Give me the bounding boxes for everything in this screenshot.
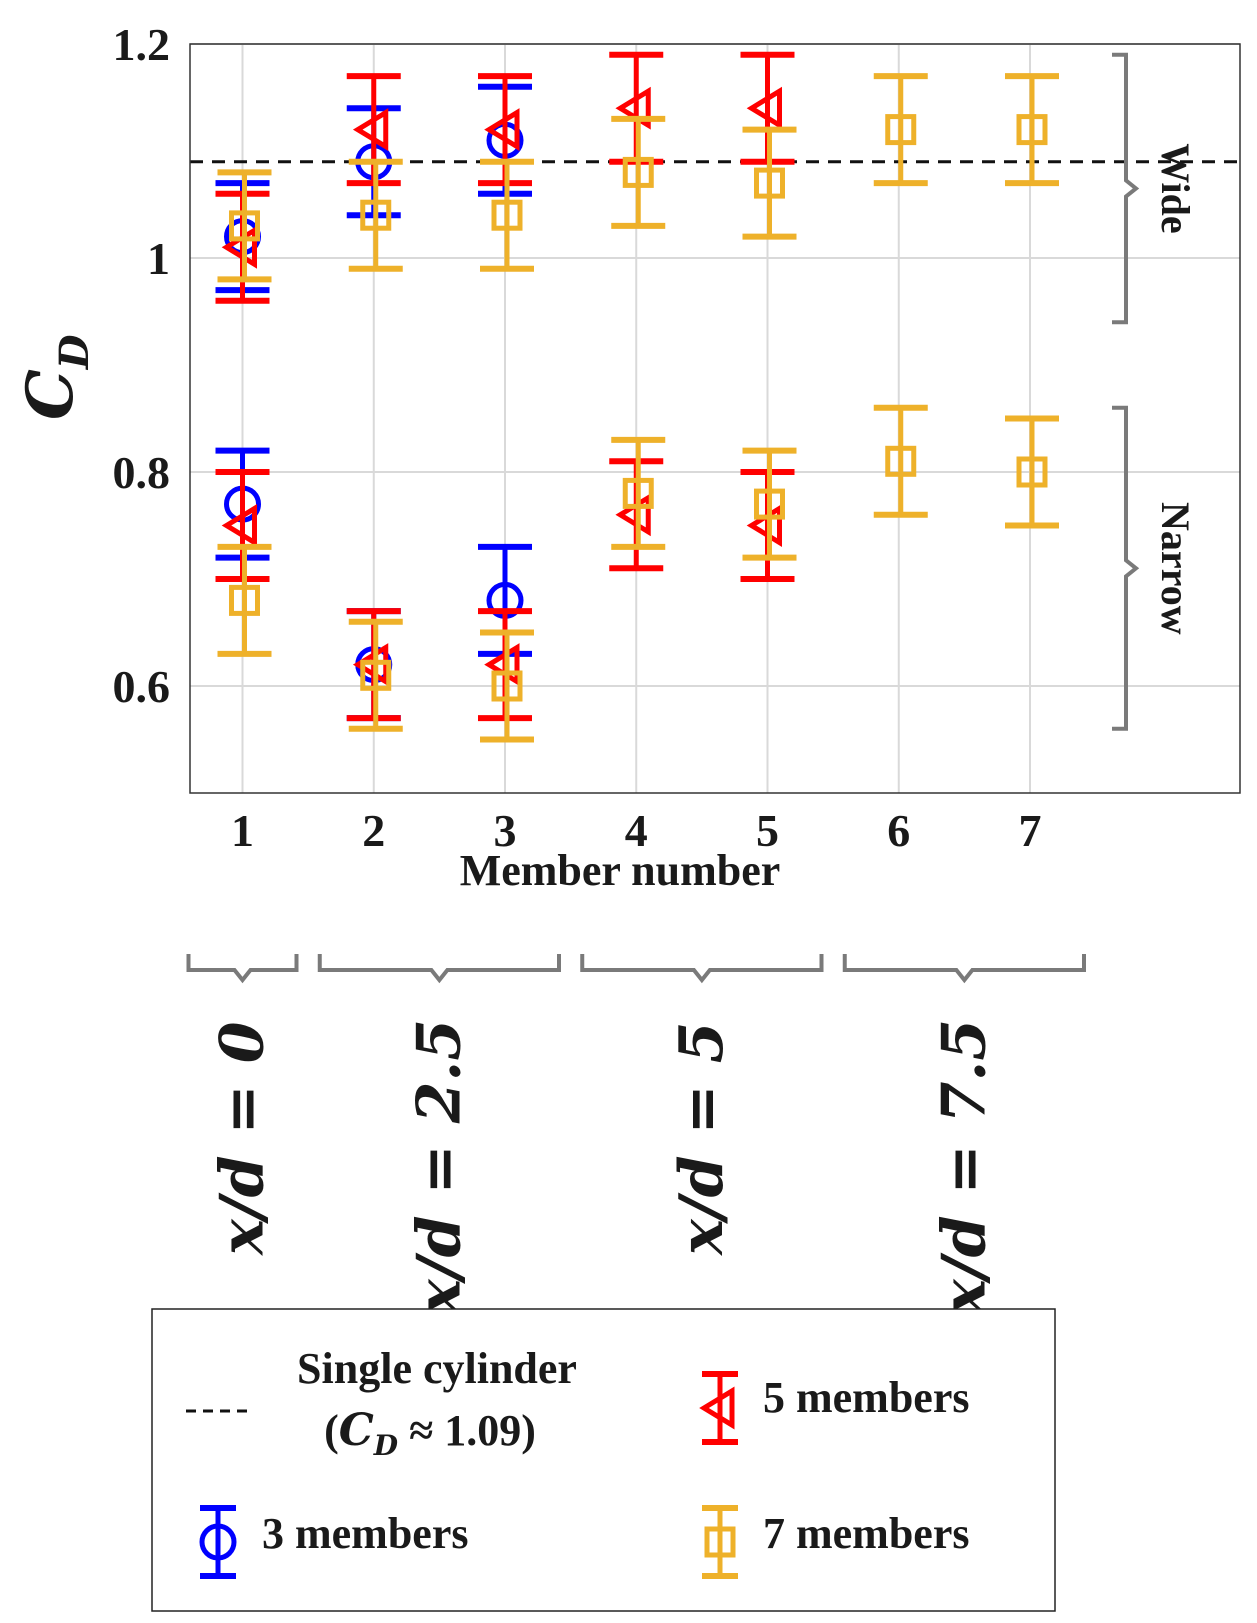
spacing-label-2: x/d = 2.5 (404, 1019, 474, 1317)
y-tick-labels: 0.6 0.8 1 1.2 (113, 19, 171, 712)
legend-symbol-5-members (699, 1371, 738, 1445)
data-point-7-members (742, 447, 797, 561)
legend-symbol-7-members (702, 1505, 738, 1579)
spacing-brace-2 (317, 954, 561, 984)
error-bar-7-members (873, 73, 928, 187)
legend-5-members-label: 5 members (763, 1373, 970, 1422)
marker-7-members (491, 670, 523, 702)
x-tick-label: 2 (362, 805, 385, 856)
plot-area (190, 44, 1240, 793)
legend-marker (199, 1523, 237, 1561)
data-point-7-members (480, 158, 534, 272)
series-7-members (217, 73, 1059, 743)
marker-7-members (754, 488, 785, 520)
y-tick-label: 0.8 (113, 447, 171, 498)
y-axis-title-subscript: D (51, 334, 98, 370)
marker-7-members (360, 199, 392, 231)
x-tick-label: 1 (231, 805, 254, 856)
y-tick-label: 1 (147, 233, 170, 284)
legend-box (151, 1308, 1056, 1612)
marker-7-members (885, 114, 917, 146)
data-point-7-members (217, 543, 272, 657)
x-tick-labels: 1 2 3 4 5 6 7 (231, 805, 1042, 856)
marker-7-members (229, 584, 260, 616)
y-tick-label: 1.2 (113, 19, 171, 70)
x-tick-label: 5 (756, 805, 779, 856)
legend-marker (699, 1386, 735, 1430)
region-brace-narrow (1112, 405, 1140, 731)
spacing-label-4: x/d = 7.5 (929, 1019, 999, 1317)
legend-symbol-3-members (199, 1505, 237, 1579)
data-point-7-members (873, 404, 928, 518)
data-point-7-members (348, 618, 403, 732)
y-axis-title: CD (13, 334, 98, 420)
data-point-7-members (1005, 73, 1059, 187)
marker-7-members (885, 445, 917, 477)
error-bar-7-members (611, 115, 666, 229)
x-tick-label: 6 (887, 805, 910, 856)
data-point-7-members (611, 436, 666, 550)
error-bar-7-members (742, 126, 797, 240)
error-bar-7-members (217, 169, 272, 283)
marker-7-members (754, 167, 785, 199)
x-tick-label: 3 (494, 805, 517, 856)
marker-7-members (1016, 114, 1048, 146)
data-point-7-members (611, 115, 666, 229)
marker-5-members (352, 108, 389, 152)
marker-7-members (229, 210, 260, 242)
spacing-label-3: x/d = 5 (667, 1022, 737, 1257)
error-bar-7-members (1005, 415, 1059, 529)
region-label-wide: Wide (1153, 143, 1198, 233)
data-point-7-members (1005, 415, 1059, 529)
error-bar-7-members (348, 158, 403, 272)
spacing-label-1: x/d = 0 (208, 1021, 278, 1257)
legend-markers (199, 1371, 738, 1579)
marker-5-members (221, 504, 257, 547)
error-bar-7-members (480, 158, 534, 272)
error-bar-7-members (217, 543, 272, 657)
data-point-7-members (348, 158, 403, 272)
region-braces: Wide Narrow (1112, 52, 1198, 731)
marker-7-members (622, 156, 654, 188)
data-point-7-members (873, 73, 928, 187)
data-point-7-members (742, 126, 797, 240)
region-brace-wide (1112, 52, 1140, 325)
error-bar-7-members (611, 436, 666, 550)
data-point-7-members (480, 629, 534, 743)
spacing-group-braces: x/d = 0 x/d = 2.5 x/d = 5 x/d = 7.5 (186, 954, 1086, 1317)
series-layer (215, 51, 1059, 743)
marker-5-members (746, 86, 782, 130)
x-axis-title: Member number (460, 846, 781, 895)
spacing-brace-1 (186, 954, 299, 984)
data-point-7-members (217, 169, 272, 283)
legend-3-members-label: 3 members (262, 1509, 469, 1558)
error-bar-7-members (348, 618, 403, 732)
x-tick-label: 7 (1019, 805, 1042, 856)
plot-frame (189, 43, 1241, 794)
legend-single-cylinder-value: (CD ≈ 1.09) (324, 1405, 536, 1462)
marker-7-members (491, 199, 523, 231)
legend-marker (704, 1526, 736, 1558)
error-bar-7-members (480, 629, 534, 743)
region-label-narrow: Narrow (1153, 502, 1198, 635)
legend: Single cylinder (CD ≈ 1.09) 5 members 3 … (151, 1308, 1056, 1612)
error-bar-7-members (873, 404, 928, 518)
error-bar-7-members (1005, 73, 1059, 187)
legend-7-members-label: 7 members (763, 1509, 970, 1558)
spacing-brace-4 (842, 954, 1086, 984)
error-bar-7-members (742, 447, 797, 561)
spacing-brace-3 (580, 954, 824, 984)
marker-7-members (1016, 456, 1048, 488)
marker-7-members (622, 477, 654, 509)
marker-5-members (484, 108, 520, 152)
legend-single-cylinder-label: Single cylinder (297, 1344, 577, 1393)
marker-7-members (360, 659, 392, 691)
x-tick-label: 4 (625, 805, 648, 856)
y-tick-label: 0.6 (113, 661, 171, 712)
